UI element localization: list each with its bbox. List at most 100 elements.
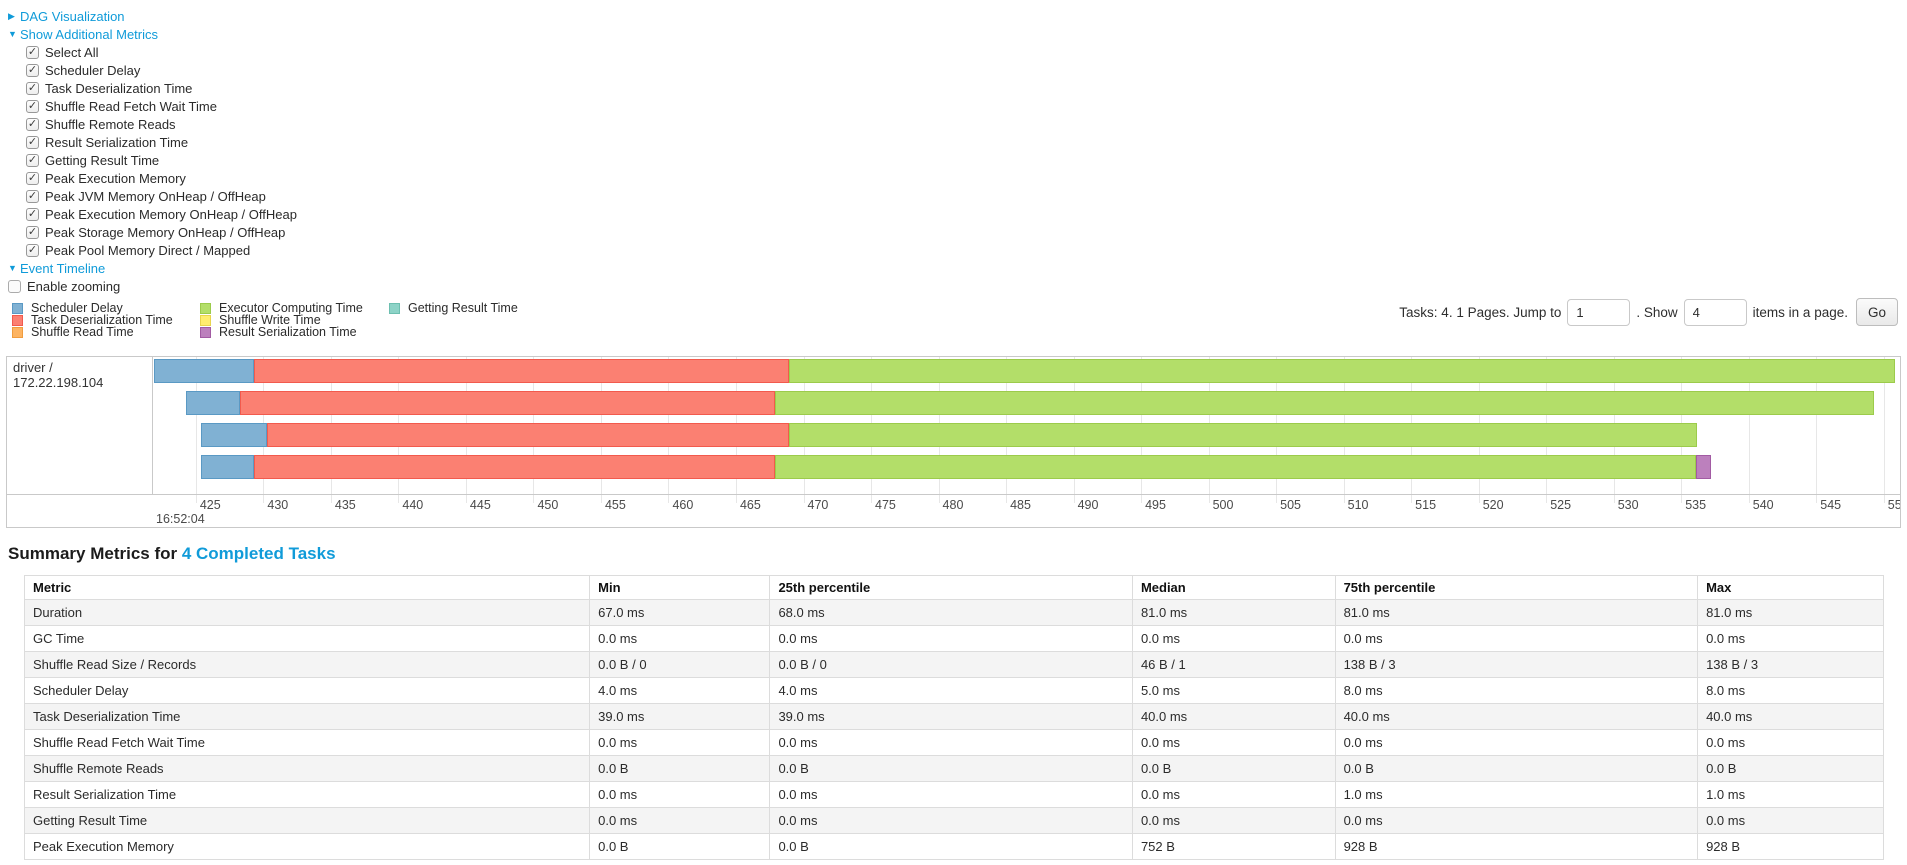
- metric-value-cell: 0.0 ms: [1131, 625, 1336, 652]
- task-bar-2[interactable]: [154, 423, 1900, 447]
- legend-label: Scheduler Delay: [31, 301, 123, 315]
- metric-value-cell: 0.0 B: [1131, 755, 1336, 782]
- legend-item-task-deserialization-time: Task Deserialization Time: [12, 313, 200, 327]
- legend-and-pagination-band: Scheduler Delay Task Deserialization Time…: [8, 298, 1899, 339]
- metric-checkbox-peak-storage-memory-onheap-offheap[interactable]: ✓ Peak Storage Memory OnHeap / OffHeap: [26, 223, 1899, 241]
- metric-value-cell: 5.0 ms: [1131, 677, 1336, 704]
- jump-to-page-input[interactable]: [1567, 298, 1631, 326]
- axis-tick-label: 540: [1752, 498, 1774, 512]
- metric-checkbox-peak-execution-memory[interactable]: ✓ Peak Execution Memory: [26, 169, 1899, 187]
- axis-tick-mark: [871, 495, 873, 503]
- legend-swatch-icon: [389, 302, 400, 314]
- legend-item-result-serialization-time: Result Serialization Time: [200, 325, 389, 339]
- legend-label: Shuffle Read Time: [31, 325, 134, 339]
- segment-scheduler-delay[interactable]: [154, 359, 254, 383]
- metric-checkbox-task-deserialization-time[interactable]: ✓ Task Deserialization Time: [26, 79, 1899, 97]
- axis-tick-mark: [1546, 495, 1548, 503]
- pagination-prefix-text: Tasks: 4. 1 Pages. Jump to: [1399, 304, 1562, 320]
- metric-checkbox-peak-pool-memory-direct-mapped[interactable]: ✓ Peak Pool Memory Direct / Mapped: [26, 241, 1899, 259]
- checkbox-unchecked-icon[interactable]: [8, 279, 21, 293]
- metric-checkbox-scheduler-delay[interactable]: ✓ Scheduler Delay: [26, 61, 1899, 79]
- segment-executor-computing[interactable]: [788, 423, 1698, 447]
- metric-value-cell: 138 B / 3: [1334, 651, 1699, 678]
- metric-checkbox-select-all[interactable]: ✓ Select All: [26, 43, 1899, 61]
- metric-name-cell: Getting Result Time: [23, 807, 591, 834]
- metric-value-cell: 0.0 ms: [1334, 807, 1699, 834]
- checkbox-checked-icon[interactable]: ✓: [26, 117, 39, 131]
- axis-tick-mark: [263, 495, 265, 503]
- legend-swatch-icon: [200, 302, 211, 314]
- axis-tick-mark: [1411, 495, 1413, 503]
- task-bar-1[interactable]: [154, 391, 1900, 415]
- summary-title-text: Summary Metrics for: [8, 544, 182, 563]
- go-button[interactable]: Go: [1855, 298, 1898, 326]
- checkbox-label: Peak Pool Memory Direct / Mapped: [45, 242, 251, 258]
- segment-task-deserialization[interactable]: [240, 391, 776, 415]
- checkbox-checked-icon[interactable]: ✓: [26, 225, 39, 239]
- axis-tick-label: 550: [1887, 498, 1900, 512]
- checkbox-checked-icon[interactable]: ✓: [26, 207, 39, 221]
- checkbox-checked-icon[interactable]: ✓: [26, 243, 39, 257]
- metric-value-cell: 0.0 ms: [589, 625, 771, 652]
- checkbox-checked-icon[interactable]: ✓: [26, 81, 39, 95]
- axis-tick-label: 450: [537, 498, 559, 512]
- segment-executor-computing[interactable]: [775, 391, 1875, 415]
- axis-tick-label: 480: [942, 498, 964, 512]
- segment-result-serialization[interactable]: [1696, 455, 1711, 479]
- segment-task-deserialization[interactable]: [267, 423, 789, 447]
- checkbox-checked-icon[interactable]: ✓: [26, 189, 39, 203]
- axis-tick-mark: [1681, 495, 1683, 503]
- checkbox-checked-icon[interactable]: ✓: [26, 171, 39, 185]
- metric-checkbox-result-serialization-time[interactable]: ✓ Result Serialization Time: [26, 133, 1899, 151]
- task-bar-0[interactable]: [154, 359, 1900, 383]
- segment-task-deserialization[interactable]: [253, 455, 776, 479]
- event-timeline-toggle[interactable]: ▼ Event Timeline: [8, 259, 1899, 277]
- items-per-page-input[interactable]: [1683, 298, 1747, 326]
- segment-executor-computing[interactable]: [788, 359, 1895, 383]
- metric-name-cell: Scheduler Delay: [23, 677, 591, 704]
- segment-task-deserialization[interactable]: [253, 359, 789, 383]
- column-header-median: Median: [1131, 575, 1336, 600]
- metric-value-cell: 0.0 B: [1334, 755, 1699, 782]
- legend-swatch-icon: [12, 314, 23, 326]
- dag-visualization-toggle[interactable]: ▶ DAG Visualization: [8, 7, 1899, 25]
- axis-tick-label: 520: [1482, 498, 1504, 512]
- metric-value-cell: 928 B: [1697, 833, 1884, 860]
- checkbox-checked-icon[interactable]: ✓: [26, 135, 39, 149]
- checkbox-checked-icon[interactable]: ✓: [26, 99, 39, 113]
- segment-scheduler-delay[interactable]: [201, 455, 254, 479]
- metric-checkbox-getting-result-time[interactable]: ✓ Getting Result Time: [26, 151, 1899, 169]
- segment-scheduler-delay[interactable]: [201, 423, 268, 447]
- enable-zooming-checkbox[interactable]: Enable zooming: [8, 277, 1899, 295]
- axis-tick-label: 545: [1820, 498, 1842, 512]
- checkbox-label: Shuffle Remote Reads: [45, 116, 176, 132]
- task-bar-3[interactable]: [154, 455, 1900, 479]
- legend-item-shuffle-write-time: Shuffle Write Time: [200, 313, 389, 327]
- metric-checkbox-shuffle-read-fetch-wait-time[interactable]: ✓ Shuffle Read Fetch Wait Time: [26, 97, 1899, 115]
- axis-tick-label: 490: [1077, 498, 1099, 512]
- metric-name-cell: Shuffle Remote Reads: [23, 755, 591, 782]
- show-additional-metrics-toggle[interactable]: ▼ Show Additional Metrics: [8, 25, 1899, 43]
- summary-metrics-table: Metric Min 25th percentile Median 75th perce…: [23, 575, 1884, 860]
- metric-value-cell: 0.0 B / 0: [769, 651, 1133, 678]
- metric-value-cell: 0.0 ms: [589, 781, 771, 808]
- checkbox-checked-icon[interactable]: ✓: [26, 153, 39, 167]
- metric-value-cell: 752 B: [1131, 833, 1336, 860]
- completed-tasks-link[interactable]: 4 Completed Tasks: [181, 544, 336, 563]
- legend-swatch-icon: [12, 302, 23, 314]
- checkbox-checked-icon[interactable]: ✓: [26, 45, 39, 59]
- checkbox-label: Getting Result Time: [45, 152, 160, 168]
- dag-visualization-label: DAG Visualization: [20, 8, 125, 24]
- metric-checkbox-shuffle-remote-reads[interactable]: ✓ Shuffle Remote Reads: [26, 115, 1899, 133]
- checkbox-checked-icon[interactable]: ✓: [26, 63, 39, 77]
- axis-tick-label: 495: [1145, 498, 1166, 512]
- metric-value-cell: 0.0 B: [589, 755, 771, 782]
- segment-scheduler-delay[interactable]: [186, 391, 241, 415]
- checkbox-label: Shuffle Read Fetch Wait Time: [45, 98, 217, 114]
- metric-checkbox-peak-execution-memory-onheap-offheap[interactable]: ✓ Peak Execution Memory OnHeap / OffHeap: [26, 205, 1899, 223]
- metric-value-cell: 0.0 ms: [1697, 807, 1884, 834]
- timeline-plot-area[interactable]: [154, 357, 1900, 494]
- axis-tick-mark: [803, 495, 805, 503]
- segment-executor-computing[interactable]: [775, 455, 1697, 479]
- metric-checkbox-peak-jvm-memory-onheap-offheap[interactable]: ✓ Peak JVM Memory OnHeap / OffHeap: [26, 187, 1899, 205]
